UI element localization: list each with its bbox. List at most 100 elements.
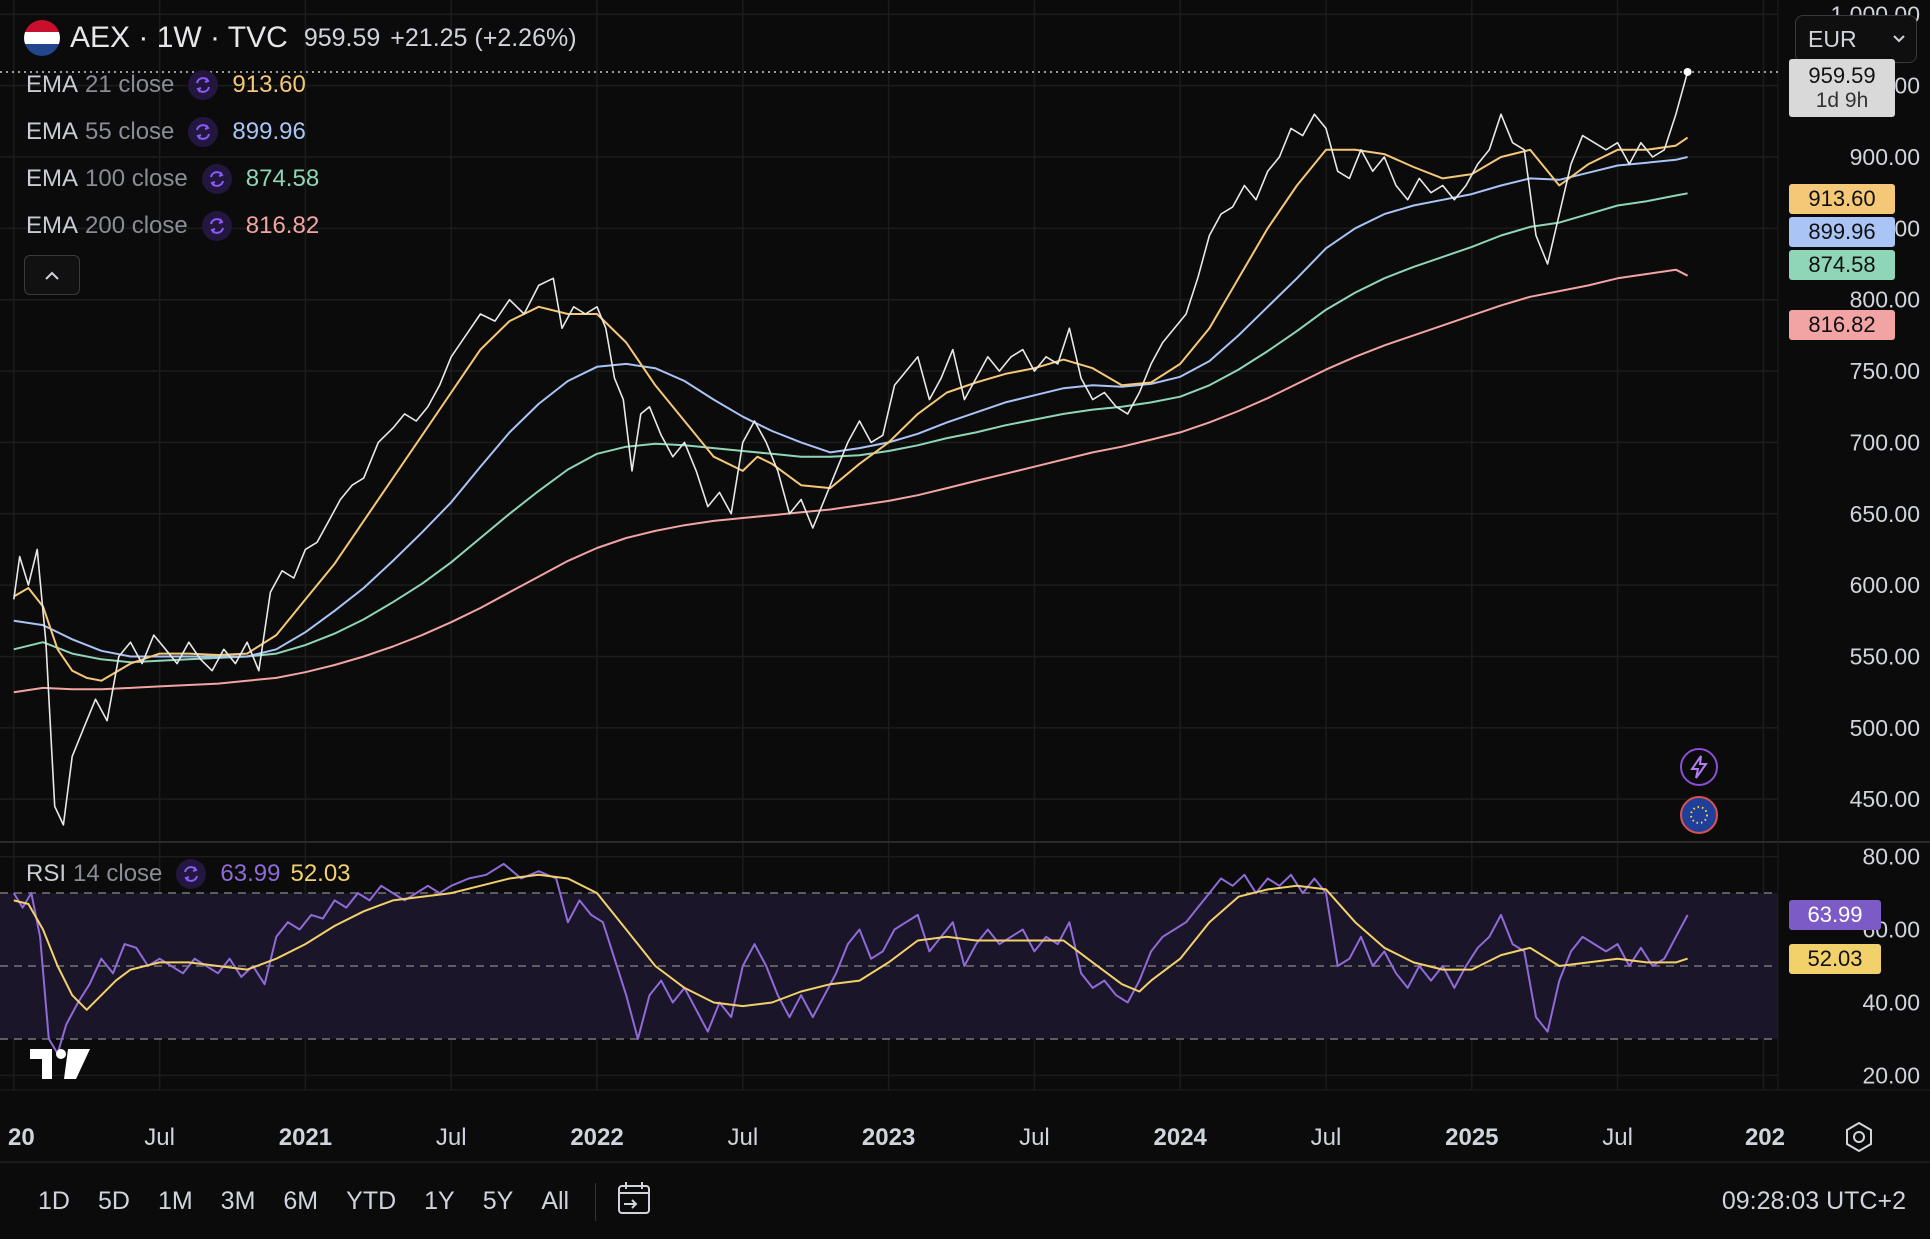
price-tick-label: 550.00	[1850, 643, 1920, 669]
grid	[0, 0, 1778, 1090]
price-tag-countdown: 1d 9h	[1815, 88, 1869, 112]
time-tick-label: 2021	[279, 1124, 332, 1151]
rsi-pane-series	[12, 862, 1689, 1055]
legend-indicator-params: 21 close	[85, 71, 175, 98]
eu-flag-icon[interactable]	[1680, 796, 1718, 834]
symbol-header[interactable]: AEX · 1W · TVC 959.59 +21.25 (+2.26%)	[24, 18, 577, 58]
range-button-1d[interactable]: 1D	[38, 1187, 70, 1215]
source-sync-icon	[176, 859, 207, 889]
rsi-legend-params: 14 close	[73, 860, 163, 887]
price-tag-value: 913.60	[1808, 186, 1876, 211]
legend-row-ema[interactable]: EMA 200 close 816.82	[26, 209, 319, 243]
legend-indicator-value: 874.58	[245, 165, 320, 192]
chevron-down-icon	[1893, 35, 1905, 43]
legend-indicator-name: EMA	[26, 71, 79, 98]
time-tick-label: 202	[1745, 1124, 1785, 1151]
last-price: 959.59	[303, 23, 381, 52]
series-ema-100	[13, 192, 1688, 664]
range-button-6m[interactable]: 6M	[283, 1187, 319, 1215]
collapse-legend-button[interactable]	[24, 255, 80, 295]
rsi-legend-value: 63.99	[220, 860, 281, 887]
legend-indicator-params: 200 close	[85, 212, 188, 239]
price-tick-label: 500.00	[1850, 715, 1920, 741]
price-tick-label: 450.00	[1850, 786, 1920, 812]
legend-row-ema[interactable]: EMA 100 close 874.58	[26, 162, 319, 196]
range-button-5d[interactable]: 5D	[97, 1187, 130, 1215]
rsi-tick-label: 40.00	[1862, 989, 1920, 1015]
time-tick-label: 2022	[570, 1124, 623, 1151]
price-tick-label: 600.00	[1850, 572, 1920, 598]
price-axis-tag: 816.82	[1789, 310, 1895, 340]
symbol-title[interactable]: AEX · 1W · TVC	[70, 21, 288, 54]
time-tick-label: Jul	[144, 1124, 175, 1151]
rsi-band-lines	[0, 892, 1778, 1040]
currency-select[interactable]: EUR	[1795, 15, 1917, 63]
series-ema-55	[13, 156, 1688, 658]
bottom-toolbar: 1D 5D 1M 3M 6M YTD 1Y 5Y All 09:28:03 UTC+2	[0, 1164, 1930, 1239]
time-tick-label: Jul	[1602, 1124, 1633, 1151]
rsi-legend-name: RSI	[26, 860, 67, 887]
time-tick-label: 2023	[862, 1124, 915, 1151]
price-tick-label: 750.00	[1850, 358, 1920, 384]
rsi-axis-tag: 63.99	[1789, 899, 1881, 930]
range-button-5y[interactable]: 5Y	[482, 1187, 514, 1215]
price-axis-tag: 874.58	[1789, 250, 1895, 280]
price-tick-label: 900.00	[1850, 144, 1920, 170]
price-tag-value: 959.59	[1808, 62, 1876, 88]
range-button-1m[interactable]: 1M	[157, 1187, 193, 1215]
price-tag-value: 899.96	[1808, 219, 1876, 244]
time-axis[interactable]: 20 Jul 2021 Jul 2022 Jul 2023 Jul 2024 Jul 2025 Jul…	[8, 1124, 1785, 1151]
source-sync-icon	[201, 164, 232, 194]
legend-row-ema[interactable]: EMA 55 close 899.96	[26, 115, 306, 149]
time-tick-label: Jul	[727, 1124, 758, 1151]
price-change: +21.25 (+2.26%)	[390, 23, 577, 52]
calendar-goto-icon	[618, 1182, 651, 1214]
toolbar-divider	[595, 1182, 597, 1221]
price-axis-tag: 913.60	[1789, 184, 1895, 214]
legend-indicator-name: EMA	[26, 165, 79, 192]
lightning-icon[interactable]	[1680, 748, 1718, 786]
time-tick-label: Jul	[436, 1124, 467, 1151]
price-tag-value: 874.58	[1808, 252, 1876, 277]
series-rsi-14	[12, 862, 1689, 1055]
settings-gear-icon[interactable]	[1842, 1120, 1876, 1159]
tradingview-logo[interactable]	[28, 1047, 92, 1086]
legend-indicator-params: 55 close	[85, 118, 175, 145]
range-button-3m[interactable]: 3M	[220, 1187, 256, 1215]
range-button-ytd[interactable]: YTD	[346, 1187, 397, 1215]
price-axis[interactable]: 450.00 500.00 550.00 600.00 650.00 700.00 750.…	[1830, 1, 1920, 812]
price-axis-tag: 959.59 1d 9h	[1789, 58, 1895, 117]
legend-indicator-name: EMA	[26, 212, 79, 239]
source-sync-icon	[201, 211, 232, 241]
legend-row-ema[interactable]: EMA 21 close 913.60	[26, 68, 306, 102]
source-sync-icon	[188, 117, 219, 147]
time-tick-label: 20	[8, 1124, 35, 1151]
goto-date-button[interactable]	[614, 1179, 654, 1224]
legend-indicator-value: 816.82	[245, 212, 320, 239]
legend-indicator-params: 100 close	[85, 165, 188, 192]
price-tick-label: 700.00	[1850, 429, 1920, 455]
legend-indicator-value: 913.60	[232, 71, 306, 98]
range-button-1y[interactable]: 1Y	[424, 1187, 455, 1215]
rsi-ma-legend-value: 52.03	[290, 860, 351, 887]
currency-value: EUR	[1808, 25, 1857, 52]
rsi-tag-value: 63.99	[1807, 901, 1863, 927]
legend-indicator-value: 899.96	[232, 118, 306, 145]
legend-indicator-name: EMA	[26, 118, 79, 145]
price-pane-series	[13, 71, 1689, 826]
source-sync-icon	[188, 70, 219, 100]
range-button-all[interactable]: All	[541, 1187, 570, 1215]
last-price-dot	[1683, 67, 1692, 76]
rsi-tick-label: 80.00	[1862, 844, 1920, 870]
rsi-legend[interactable]: RSI 14 close 63.99 52.03	[26, 857, 351, 891]
rsi-tick-label: 20.00	[1862, 1062, 1920, 1088]
time-tick-label: Jul	[1019, 1124, 1050, 1151]
series-aex	[13, 71, 1689, 826]
clock-timezone[interactable]: 09:28:03 UTC+2	[1721, 1187, 1906, 1215]
time-tick-label: 2024	[1154, 1124, 1208, 1151]
series-rsi-ma	[13, 873, 1688, 1011]
rsi-axis-tag: 52.03	[1789, 943, 1881, 974]
price-tick-label: 800.00	[1850, 287, 1920, 313]
